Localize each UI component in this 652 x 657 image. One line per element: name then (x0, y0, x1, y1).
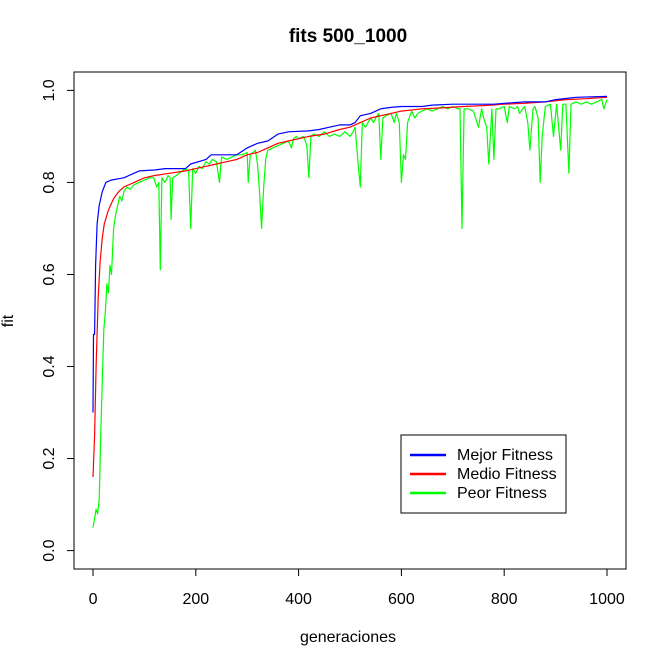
legend-label: Peor Fitness (457, 485, 547, 502)
chart-title: fits 500_1000 (289, 26, 407, 47)
y-tick-label: 0.4 (41, 355, 58, 377)
series-line-0 (92, 95, 608, 413)
y-tick-label: 1.0 (41, 79, 58, 101)
y-axis-label: fit (0, 314, 17, 327)
y-tick-label: 0.8 (41, 171, 58, 193)
x-tick-label: 200 (182, 591, 209, 608)
legend-label: Mejor Fitness (457, 447, 553, 464)
y-axis: 0.0 0.2 0.4 0.6 0.8 1.0 (41, 79, 75, 562)
x-tick-label: 800 (491, 591, 518, 608)
legend-label: Medio Fitness (457, 466, 557, 483)
series-line-1 (92, 96, 608, 478)
y-tick-label: 0.2 (41, 447, 58, 469)
x-tick-label: 600 (388, 591, 415, 608)
x-axis-label: generaciones (300, 629, 396, 646)
series-line-2 (92, 99, 608, 528)
x-axis: 0 200 400 600 800 1000 (89, 568, 625, 608)
x-tick-label: 400 (285, 591, 312, 608)
legend: Mejor Fitness Medio Fitness Peor Fitness (400, 434, 567, 514)
x-tick-label: 0 (89, 591, 98, 608)
y-tick-label: 0.6 (41, 263, 58, 285)
y-tick-label: 0.0 (41, 539, 58, 561)
series-layer (92, 95, 608, 528)
x-tick-label: 1000 (589, 591, 625, 608)
